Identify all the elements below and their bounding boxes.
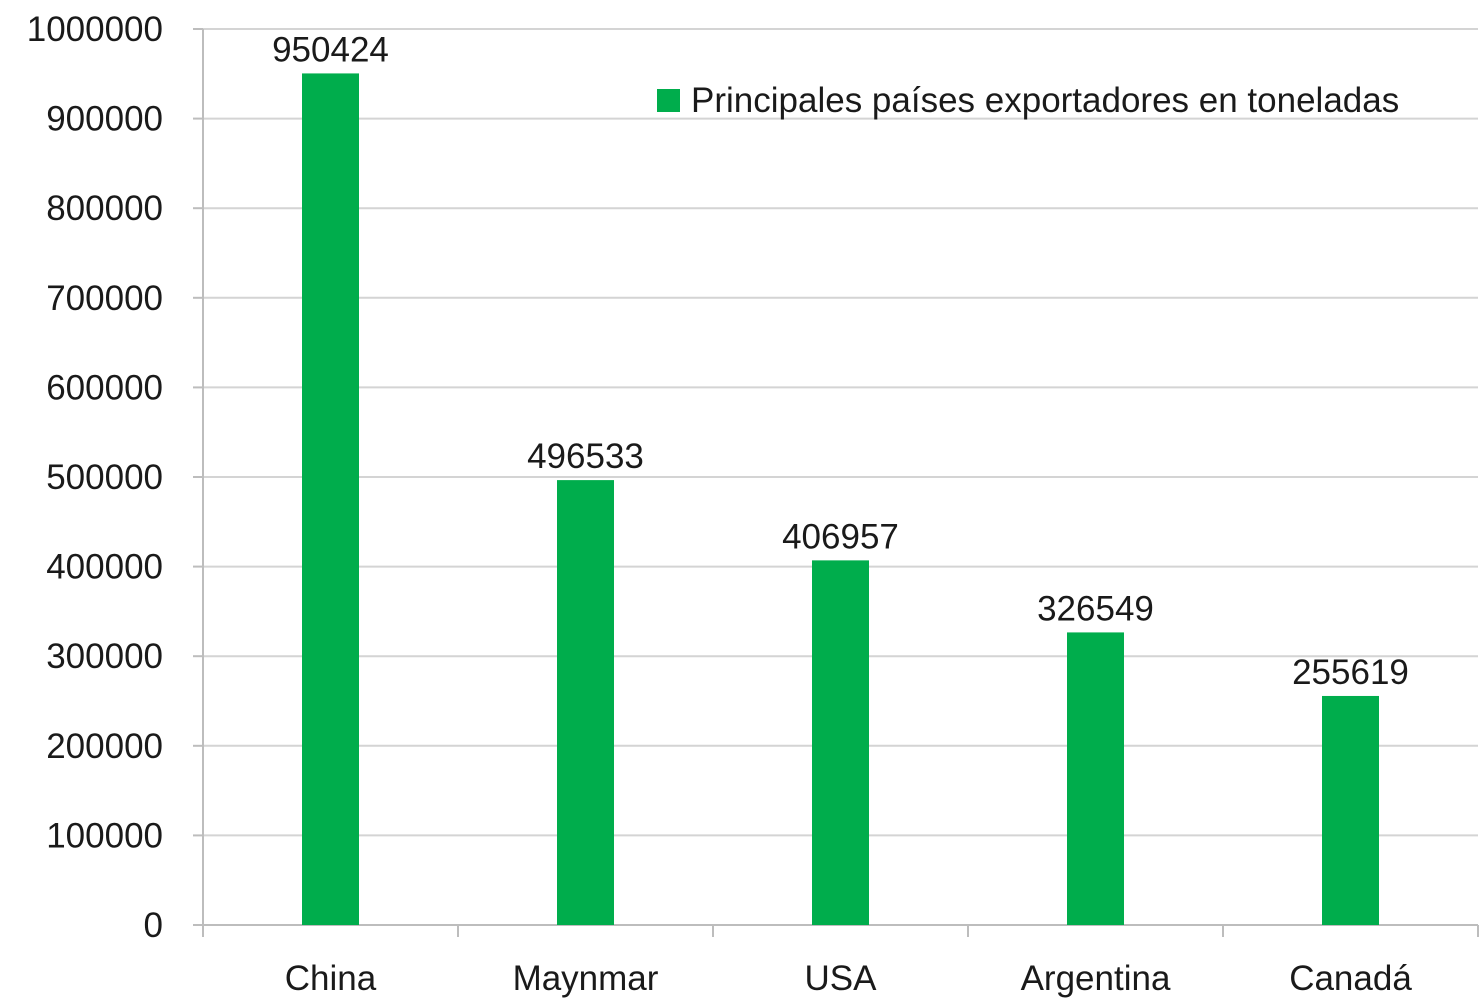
data-label: 950424 bbox=[272, 30, 389, 69]
y-tick-label: 500000 bbox=[46, 458, 163, 497]
data-label: 496533 bbox=[527, 437, 644, 476]
legend-swatch bbox=[657, 89, 680, 112]
data-label: 406957 bbox=[782, 517, 899, 556]
bar-2 bbox=[812, 560, 869, 925]
y-tick-label: 600000 bbox=[46, 368, 163, 407]
data-label: 326549 bbox=[1037, 589, 1154, 628]
data-labels: 950424 496533 406957 326549 255619 bbox=[272, 30, 1409, 692]
y-tick-label: 200000 bbox=[46, 727, 163, 766]
data-label: 255619 bbox=[1292, 653, 1409, 692]
y-tick-label: 100000 bbox=[46, 816, 163, 855]
gridlines bbox=[203, 28, 1478, 837]
y-tick-label: 300000 bbox=[46, 637, 163, 676]
bar-4 bbox=[1322, 695, 1379, 925]
category-label: Maynmar bbox=[513, 959, 659, 998]
category-label: Canadá bbox=[1289, 959, 1412, 998]
bar-1 bbox=[557, 480, 614, 925]
category-label: China bbox=[285, 959, 377, 998]
y-tick-label: 400000 bbox=[46, 548, 163, 587]
y-tick-label: 700000 bbox=[46, 279, 163, 318]
bar-0 bbox=[302, 73, 359, 925]
category-label: Argentina bbox=[1021, 959, 1171, 998]
y-tick-label: 800000 bbox=[46, 189, 163, 228]
legend-label: Principales países exportadores en tonel… bbox=[691, 81, 1399, 120]
y-tick-label: 900000 bbox=[46, 100, 163, 139]
category-label: USA bbox=[805, 959, 878, 998]
y-tick-label: 0 bbox=[144, 906, 163, 945]
bar-3 bbox=[1067, 632, 1124, 925]
bars bbox=[302, 73, 1379, 925]
y-tick-label: 1000000 bbox=[27, 10, 163, 49]
legend: Principales países exportadores en tonel… bbox=[657, 81, 1399, 120]
axes: 0 100000 200000 300000 400000 500000 600000 700… bbox=[27, 10, 1479, 998]
